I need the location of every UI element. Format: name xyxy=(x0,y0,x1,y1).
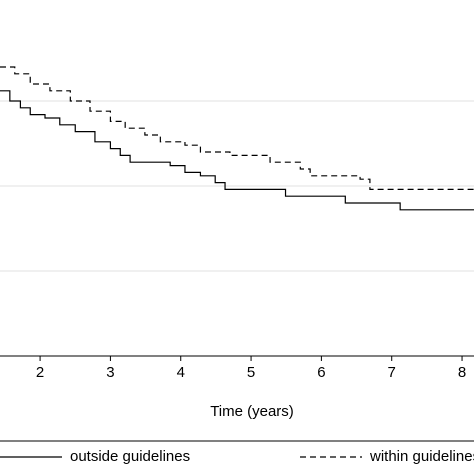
x-tick-label: 7 xyxy=(388,364,396,381)
x-tick-label: 2 xyxy=(36,364,44,381)
x-tick-label: 6 xyxy=(317,364,325,381)
survival-curve xyxy=(0,90,474,211)
x-tick-label: 8 xyxy=(458,364,466,381)
legend-box xyxy=(0,440,474,442)
x-axis-label: Time (years) xyxy=(210,403,294,420)
x-tick-label: 4 xyxy=(177,364,185,381)
x-tick-label: 3 xyxy=(106,364,114,381)
x-tick-label: 5 xyxy=(247,364,255,381)
legend-label: outside guidelines xyxy=(70,448,190,465)
legend-label: within guidelines xyxy=(369,448,474,465)
survival-curve xyxy=(0,66,474,193)
